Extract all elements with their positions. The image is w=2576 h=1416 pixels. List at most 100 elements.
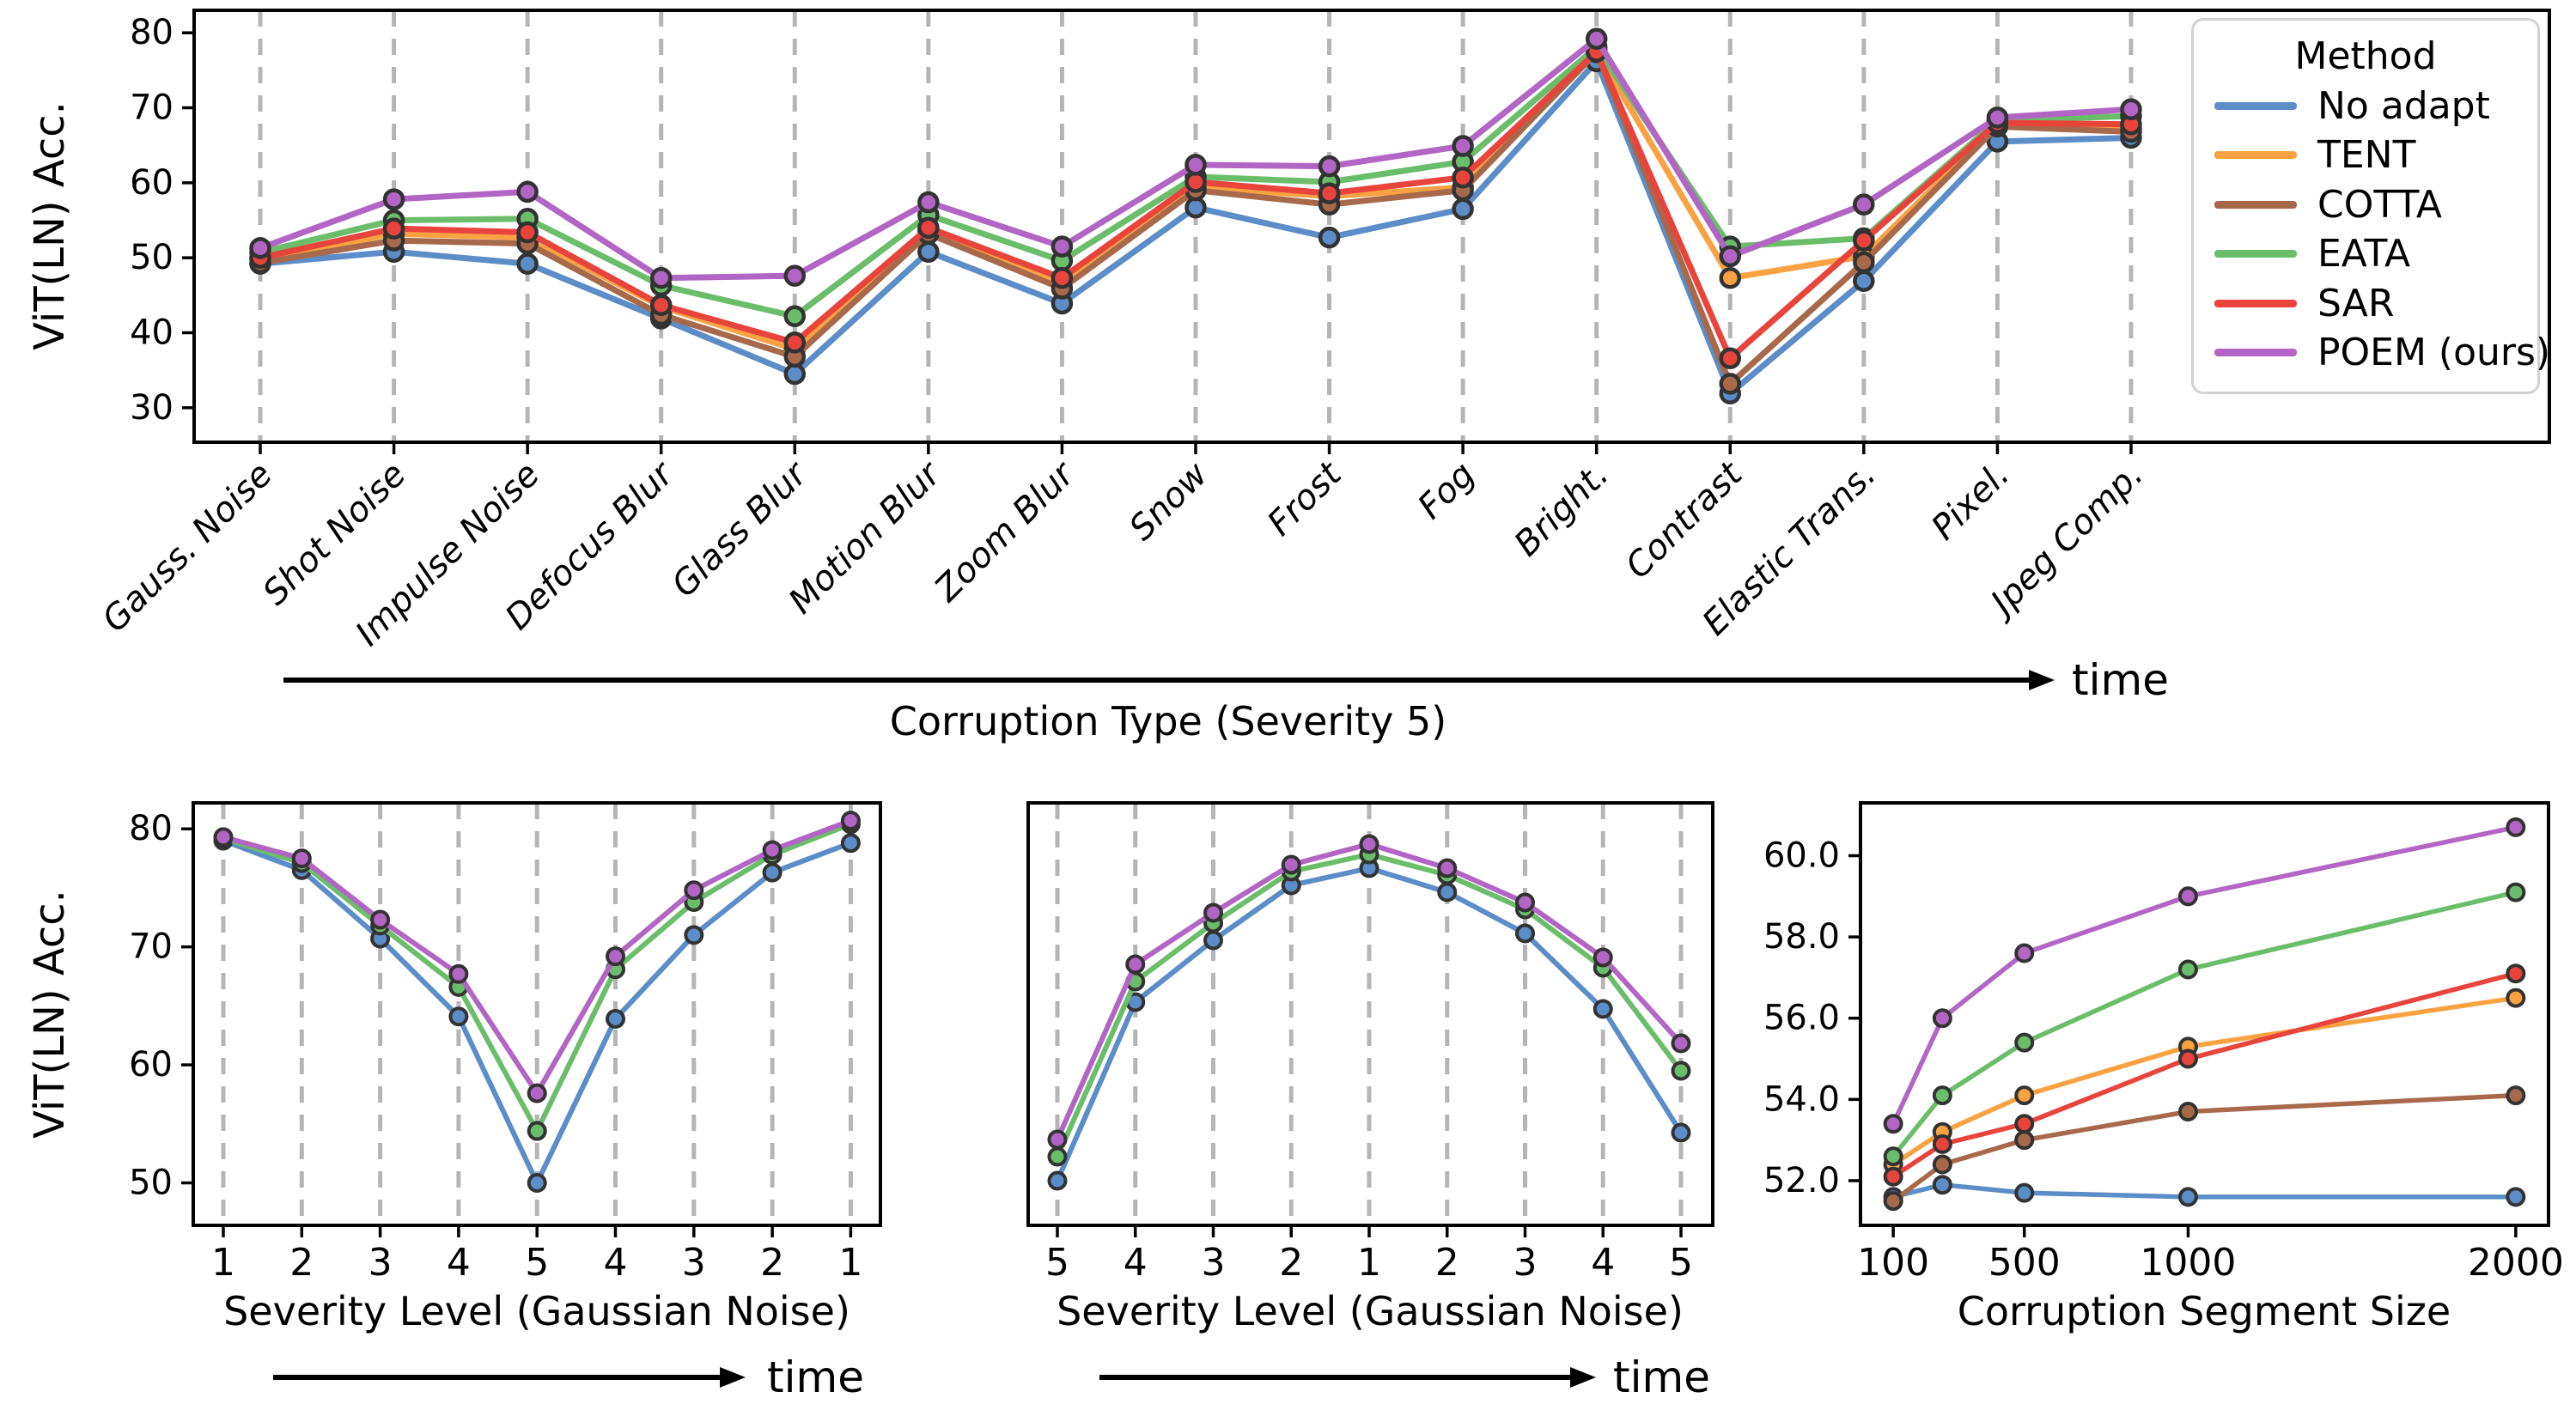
bottom-left-time-label: time (767, 1352, 864, 1402)
bl-ytick-label: 50 (129, 1164, 173, 1203)
bl-xtick-label: 4 (604, 1241, 628, 1285)
data-point-eata (2177, 959, 2198, 980)
data-point-sar (783, 331, 807, 354)
br-axes-box (1859, 801, 2550, 1227)
legend-label: POEM (ours) (2317, 331, 2551, 374)
br-chart: 52.0 54.0 56.0 58.0 60.0 100 500 1000 2000 (1763, 801, 2564, 1285)
bl-ytick-label: 60 (129, 1045, 173, 1085)
br-xtick-label: 2000 (2468, 1241, 2564, 1285)
data-point-eata (527, 1121, 547, 1141)
bm-chart: 5 4 3 2 1 2 3 4 5 (1026, 801, 1714, 1285)
data-point-poem-ours (1318, 155, 1341, 178)
top-xtick-label: Fog (1410, 455, 1483, 527)
data-point-no-adapt (2014, 1182, 2035, 1203)
br-xtick-label: 500 (1988, 1241, 2061, 1285)
top-xtick-label: Bright. (1507, 455, 1616, 564)
br-ytick-label: 58.0 (1763, 917, 1840, 957)
data-point-no-adapt (1515, 923, 1535, 944)
data-point-eata (1883, 1146, 1903, 1167)
data-point-cotta (1853, 251, 1875, 274)
legend: Method No adapt TENT COTTA EATA SAR POEM (our… (2191, 18, 2550, 394)
data-point-poem-ours (917, 191, 940, 214)
data-point-no-adapt (917, 240, 940, 263)
data-point-sar (2506, 963, 2526, 984)
data-point-cotta (2506, 1085, 2526, 1106)
data-point-poem-ours (213, 827, 234, 848)
data-point-poem-ours (1437, 858, 1458, 878)
data-point-poem-ours (2177, 886, 2198, 907)
bm-xtick-label: 2 (1435, 1241, 1459, 1285)
data-point-poem-ours (1184, 154, 1207, 176)
data-point-no-adapt (606, 1008, 625, 1029)
bm-xtick-label: 3 (1513, 1241, 1538, 1285)
data-point-cotta (2014, 1130, 2035, 1151)
data-point-poem-ours (684, 880, 704, 901)
data-point-poem-ours (2120, 98, 2142, 121)
legend-swatch-eata (2214, 250, 2297, 258)
br-ytick-label: 52.0 (1763, 1161, 1840, 1200)
data-point-sar (2177, 1048, 2198, 1069)
data-point-poem-ours (783, 264, 807, 287)
data-point-no-adapt (762, 862, 783, 883)
data-point-sar (1452, 166, 1474, 189)
data-point-poem-ours (448, 963, 469, 984)
data-point-poem-ours (1359, 834, 1379, 854)
legend-label: COTTA (2317, 182, 2443, 227)
series-line-poem-ours (1891, 824, 2518, 1127)
legend-title: Method (2294, 34, 2437, 78)
legend-swatch-sar (2214, 299, 2297, 307)
data-point-poem-ours (249, 237, 271, 259)
bottom-middle-time-arrow-head (1570, 1367, 1596, 1388)
data-point-cotta (2177, 1102, 2198, 1122)
top-time-label: time (2072, 655, 2169, 705)
top-axes-box (192, 9, 2551, 444)
data-point-poem-ours (382, 188, 405, 210)
data-point-poem-ours (1883, 1114, 1903, 1134)
bl-xtick-label: 1 (211, 1241, 235, 1285)
legend-item-poem-ours: POEM (ours) (2214, 331, 2550, 374)
data-point-no-adapt (1437, 882, 1458, 902)
data-point-tent (2506, 988, 2526, 1008)
data-point-poem-ours (2506, 817, 2526, 837)
legend-item-sar: SAR (2214, 282, 2517, 325)
bl-xtick-label: 5 (525, 1241, 549, 1285)
bl-ytick-label: 70 (129, 927, 173, 967)
top-ytick-label: 70 (130, 88, 174, 128)
bl-chart: 50 60 70 80 1 2 3 4 5 4 3 2 1 (129, 801, 882, 1285)
bottom-left-ylabel: ViT(LN) Acc. (26, 890, 74, 1139)
data-point-poem-ours (1281, 854, 1301, 875)
data-point-no-adapt (1203, 930, 1223, 951)
data-point-sar (2014, 1114, 2035, 1134)
data-point-poem-ours (1585, 27, 1608, 50)
bottom-middle-time-label: time (1613, 1352, 1710, 1402)
top-ytick-label: 80 (130, 13, 174, 52)
data-point-eata (783, 305, 807, 328)
br-xtick-label: 1000 (2140, 1241, 2236, 1285)
data-point-poem-ours (1719, 245, 1742, 268)
legend-item-no-adapt: No adapt (2214, 84, 2517, 128)
top-chart-ylabel: ViT(LN) Acc. (26, 101, 74, 350)
data-point-poem-ours (1671, 1033, 1691, 1054)
data-point-no-adapt (516, 252, 539, 275)
data-point-sar (1318, 182, 1341, 204)
bl-ytick-label: 80 (129, 809, 173, 848)
bl-xtick-label: 2 (289, 1241, 314, 1285)
top-xtick-label: Snow (1122, 454, 1215, 548)
top-xtick-label: Zoom Blur (927, 453, 1083, 610)
data-point-sar (1719, 347, 1742, 369)
data-point-sar (649, 294, 673, 316)
legend-label: SAR (2317, 281, 2395, 325)
data-point-no-adapt (1932, 1175, 1952, 1195)
data-point-poem-ours (1853, 193, 1875, 216)
data-point-poem-ours (291, 848, 312, 869)
data-point-no-adapt (1047, 1170, 1068, 1191)
data-point-poem-ours (1452, 135, 1474, 157)
data-point-no-adapt (448, 1006, 469, 1027)
data-point-no-adapt (684, 925, 704, 945)
series-line-no-adapt (1055, 866, 1684, 1183)
data-point-sar (516, 221, 539, 244)
data-point-poem-ours (1515, 892, 1535, 913)
data-point-poem-ours (606, 946, 625, 967)
